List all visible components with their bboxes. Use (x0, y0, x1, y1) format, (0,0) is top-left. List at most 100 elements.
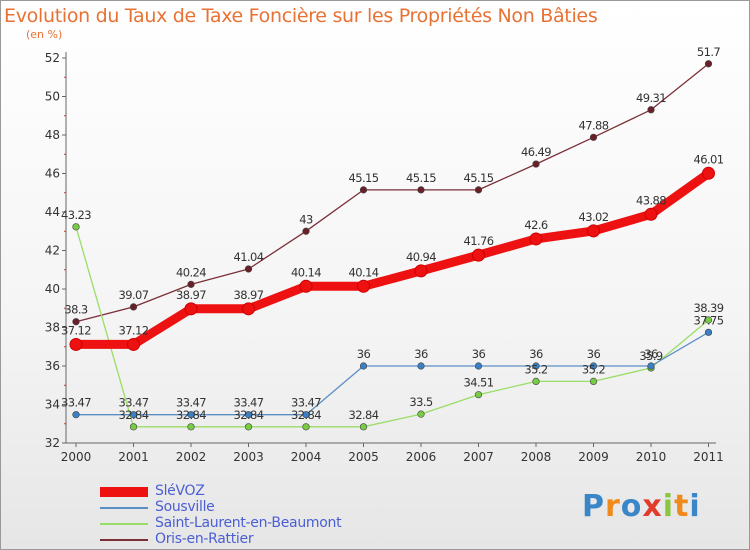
data-point (69, 337, 83, 351)
x-tick-label: 2003 (233, 450, 264, 464)
data-label: 38.97 (234, 288, 264, 302)
data-point (589, 362, 598, 370)
data-label: 32.84 (234, 408, 264, 422)
data-label: 32.84 (291, 408, 321, 422)
data-point (302, 411, 310, 419)
data-label: 43 (299, 212, 313, 226)
data-label: 39.07 (119, 288, 149, 302)
data-label: 43.88 (636, 193, 666, 207)
legend-swatch (100, 539, 148, 541)
data-label: 38.39 (694, 301, 724, 315)
data-label: 35.2 (582, 362, 605, 376)
data-label: 36 (529, 347, 543, 361)
y-tick-label: 48 (45, 128, 60, 142)
data-point (474, 362, 483, 370)
x-tick-label: 2004 (291, 450, 322, 464)
data-point (532, 362, 540, 370)
data-point (647, 362, 655, 370)
data-label: 36 (472, 347, 486, 361)
series-line-1 (75, 331, 710, 416)
x-tick-label: 2011 (693, 450, 724, 464)
data-point (472, 248, 485, 262)
legend-label: Saint-Laurent-en-Beaumont (155, 515, 342, 531)
data-point (302, 227, 310, 235)
x-tick-label: 2009 (578, 450, 609, 464)
x-tick-label: 2008 (521, 450, 552, 464)
data-point (417, 186, 425, 194)
y-tick-label: 34 (45, 398, 60, 412)
data-label: 33.47 (119, 396, 149, 410)
logo-letter: o (620, 489, 643, 524)
value-labels: 38.3 39.07 40.24 41.04 43 45.15 45.15 45.15 46.4… (61, 45, 724, 422)
x-tick-label: 2005 (348, 450, 379, 464)
data-label: 45.15 (349, 171, 379, 185)
data-point (244, 265, 253, 273)
data-label: 46.01 (694, 152, 724, 166)
y-tick-label: 32 (45, 436, 60, 450)
logo-letter: i (662, 489, 675, 524)
axes: 32 34 36 38 40 42 44 46 48 50 52 2000 2001 2002 2003 20… (45, 51, 724, 464)
x-tick-label: 2010 (636, 450, 667, 464)
x-tick-label: 2001 (118, 450, 149, 464)
logo-letter: x (642, 489, 663, 524)
data-point (587, 224, 600, 238)
data-point (532, 377, 540, 386)
series-points (69, 60, 715, 431)
data-point (242, 302, 255, 316)
series-lines (71, 63, 713, 428)
data-label: 37.75 (694, 313, 724, 327)
data-label: 36 (587, 347, 601, 361)
legend-swatch (100, 487, 148, 497)
y-tick-label: 40 (45, 282, 60, 296)
data-point (417, 362, 425, 370)
data-point (414, 264, 428, 278)
data-point (532, 160, 540, 168)
data-point (529, 232, 543, 246)
series-line-2 (75, 226, 710, 428)
data-point (589, 133, 598, 141)
x-tick-label: 2000 (61, 450, 92, 464)
data-point (359, 186, 368, 194)
series-line-0 (71, 168, 713, 349)
data-point (187, 280, 195, 288)
data-point (704, 328, 713, 336)
data-label: 38.97 (176, 288, 206, 302)
data-point (129, 411, 138, 419)
chart-subtitle: (en %) (26, 28, 63, 41)
data-label: 43.23 (61, 208, 91, 222)
data-point (302, 423, 310, 431)
y-tick-label: 52 (45, 51, 60, 65)
data-label: 32.84 (176, 408, 206, 422)
logo-letter: t (674, 489, 690, 524)
data-point (589, 377, 598, 386)
data-point (357, 279, 370, 293)
data-point (299, 279, 313, 293)
data-label: 41.04 (234, 250, 264, 264)
legend-label: Oris-en-Rattier (155, 531, 254, 547)
data-label: 37.12 (61, 323, 91, 337)
data-point (244, 423, 253, 431)
data-point (184, 302, 198, 316)
proxiti-logo: Proxiti (582, 489, 701, 524)
legend-label: Sousville (155, 499, 215, 515)
logo-letter: P (582, 489, 605, 524)
data-label: 35.2 (524, 362, 547, 376)
data-label: 41.76 (464, 234, 494, 248)
data-point (244, 411, 253, 419)
data-point (474, 186, 483, 194)
data-label: 33.5 (409, 395, 432, 409)
data-point (702, 166, 715, 180)
data-label: 40.14 (349, 265, 379, 279)
data-label: 46.49 (521, 145, 551, 159)
data-point (127, 337, 140, 351)
data-label: 36 (357, 347, 371, 361)
data-label: 40.94 (406, 250, 436, 264)
data-label: 33.47 (61, 396, 91, 410)
data-point (187, 411, 195, 419)
data-point (359, 423, 368, 431)
y-tick-label: 50 (45, 90, 60, 104)
data-label: 45.15 (464, 171, 494, 185)
data-label: 33.47 (291, 396, 321, 410)
